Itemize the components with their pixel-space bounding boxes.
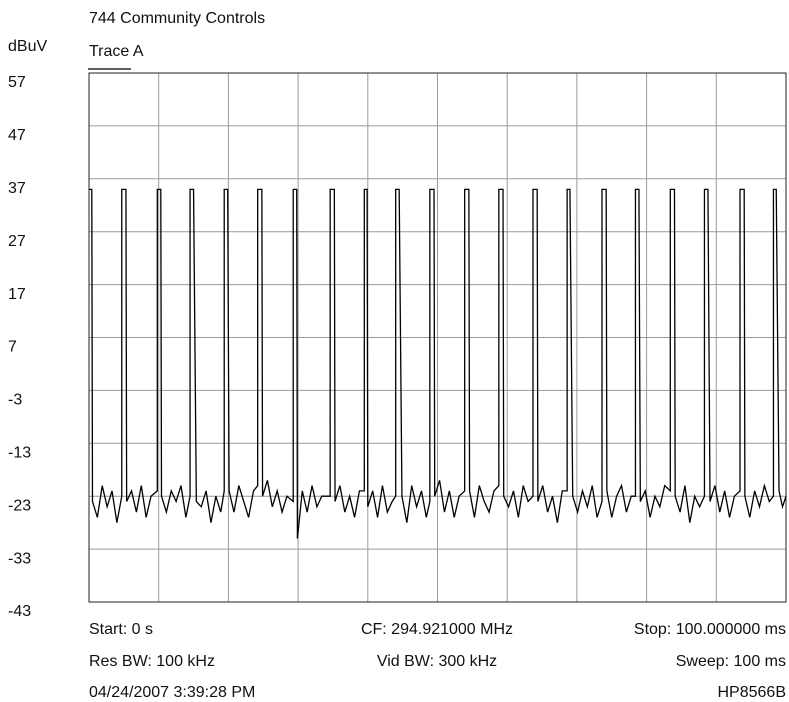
status-text: 04/24/2007 3:39:28 PM <box>89 684 255 701</box>
status-text: CF: 294.921000 MHz <box>361 621 513 638</box>
y-tick-label: 27 <box>8 233 26 250</box>
y-tick-label: 47 <box>8 127 26 144</box>
y-tick-label: 37 <box>8 180 26 197</box>
y-tick-label: -43 <box>8 603 31 620</box>
status-text: Vid BW: 300 kHz <box>377 653 497 670</box>
y-tick-label: -13 <box>8 445 31 462</box>
status-text: Sweep: 100 ms <box>676 653 786 670</box>
legend-label: Trace A <box>89 43 144 60</box>
status-text: Stop: 100.000000 ms <box>634 621 786 638</box>
y-tick-label: 7 <box>8 339 17 356</box>
y-tick-label: -23 <box>8 497 31 514</box>
status-text: Res BW: 100 kHz <box>89 653 215 670</box>
plot-border <box>88 72 787 603</box>
y-tick-label: 17 <box>8 286 26 303</box>
status-text: Start: 0 s <box>89 621 153 638</box>
y-tick-label: 57 <box>8 74 26 91</box>
y-tick-label: -3 <box>8 392 22 409</box>
y-axis-unit: dBuV <box>8 38 47 55</box>
y-tick-label: -33 <box>8 550 31 567</box>
chart-title: 744 Community Controls <box>89 10 265 27</box>
trace-line <box>89 188 787 539</box>
status-text: HP8566B <box>718 684 787 701</box>
